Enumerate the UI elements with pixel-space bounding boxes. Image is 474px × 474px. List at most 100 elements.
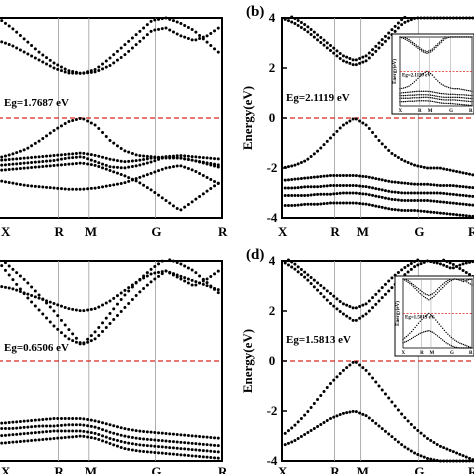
inset-band-point <box>446 37 448 39</box>
inset-band-point <box>455 340 458 342</box>
band-point <box>0 285 4 289</box>
band-point <box>468 185 472 189</box>
band-point <box>422 16 426 20</box>
inset-band-point <box>401 97 403 99</box>
inset-band-point <box>453 99 455 101</box>
band-point <box>445 459 449 463</box>
band-point <box>464 16 468 20</box>
inset-band-point <box>460 343 463 345</box>
band-point <box>86 430 90 434</box>
band-point <box>63 306 67 309</box>
inset-band-point <box>433 95 435 97</box>
band-point <box>309 202 313 206</box>
inset-frame <box>391 33 474 115</box>
band-point <box>400 208 404 212</box>
band-point <box>175 433 179 436</box>
band-point <box>45 164 49 168</box>
band-point <box>416 164 420 168</box>
inset-band-point <box>442 102 444 104</box>
band-point <box>464 214 468 218</box>
band-point <box>82 151 86 155</box>
inset-band-point <box>431 100 434 103</box>
inset-band-point <box>459 279 461 281</box>
band-point <box>445 201 449 204</box>
band-point <box>0 264 4 268</box>
band-point <box>338 191 342 195</box>
band-point <box>48 154 52 158</box>
inset-band-point <box>436 335 439 337</box>
band-point <box>216 288 220 292</box>
band-point <box>367 203 371 207</box>
band-point <box>15 282 19 286</box>
band-point <box>354 410 358 414</box>
band-point <box>157 17 161 21</box>
band-point <box>335 49 339 53</box>
inset-band-point <box>424 51 426 54</box>
band-point <box>198 195 202 198</box>
inset-band-point <box>457 347 459 349</box>
band-point <box>145 283 149 287</box>
band-point <box>432 441 436 444</box>
band-point <box>283 431 287 435</box>
band-point <box>3 180 7 184</box>
band-point <box>93 159 97 163</box>
band-point <box>338 174 342 177</box>
band-point <box>138 154 142 158</box>
band-point <box>127 289 131 293</box>
inset-band-point <box>419 289 421 291</box>
band-point <box>354 63 358 67</box>
band-point <box>179 154 183 158</box>
inset-band-point <box>469 278 471 281</box>
band-point <box>22 277 26 281</box>
band-point <box>348 410 352 414</box>
band-point <box>86 119 90 123</box>
inset-y-axis-title: Energy(eV) <box>396 301 401 326</box>
inset-plot: Energy(eV) Eg=1.5813 eVX R M G R <box>394 275 474 357</box>
inset-band-point <box>404 100 407 103</box>
band-point <box>354 117 358 121</box>
band-point <box>351 184 355 187</box>
band-point <box>59 436 63 440</box>
band-point <box>138 437 142 441</box>
band-point <box>108 64 112 67</box>
band-point <box>142 162 146 166</box>
band-point <box>455 459 459 463</box>
band-point <box>299 177 303 180</box>
band-point <box>293 267 297 271</box>
inset-band-point <box>438 82 441 84</box>
band-point <box>464 459 468 463</box>
inset-band-point <box>464 104 466 106</box>
band-point <box>127 49 131 53</box>
band-point <box>201 192 205 196</box>
inset-band-point <box>420 96 423 99</box>
band-point <box>97 433 101 436</box>
band-point <box>183 453 187 457</box>
inset-band-point <box>469 97 471 100</box>
inset-band-point <box>437 92 439 94</box>
inset-band-point <box>402 92 405 94</box>
band-point <box>82 155 86 159</box>
band-point <box>403 159 407 163</box>
band-point <box>175 446 179 450</box>
inset-band-point <box>422 72 425 75</box>
band-point <box>82 423 86 427</box>
band-point <box>380 205 384 209</box>
band-point <box>438 166 442 170</box>
band-point <box>186 277 190 281</box>
inset-band-point <box>452 345 454 348</box>
band-point <box>396 440 400 444</box>
band-point <box>164 155 168 159</box>
band-point <box>123 53 127 57</box>
band-point <box>45 301 49 305</box>
band-point <box>377 41 381 45</box>
band-point <box>175 440 179 444</box>
band-point <box>364 312 368 316</box>
band-point <box>18 149 22 153</box>
band-point <box>33 418 37 422</box>
band-point <box>201 160 205 164</box>
inset-band-point <box>411 41 414 44</box>
band-point <box>134 43 138 47</box>
band-point <box>338 413 342 416</box>
inset-band-point <box>408 38 410 41</box>
